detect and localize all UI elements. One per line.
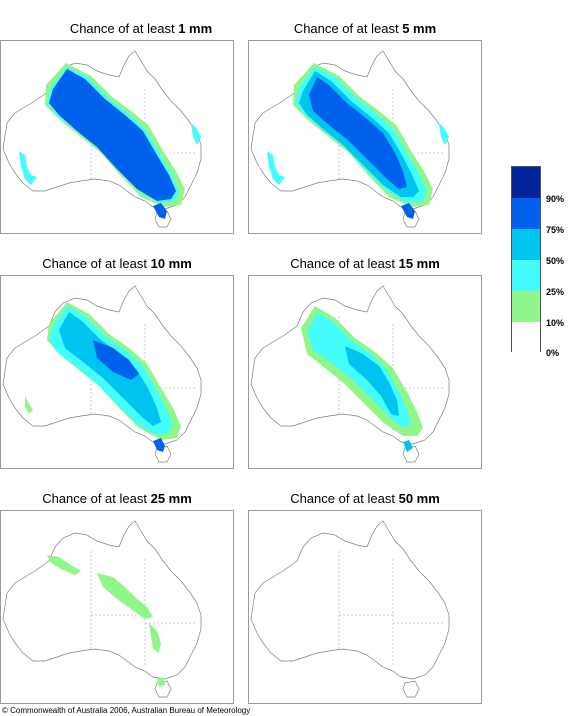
australia-map-25mm [2,520,202,698]
australia-map-5mm [250,50,450,228]
legend-label-0: 0% [546,348,560,358]
map-15mm [248,275,482,469]
probability-legend [511,166,541,353]
title-amount: 15 mm [398,256,440,271]
panel-title-5mm: Chance of at least 5 mm [248,21,482,37]
title-prefix: Chance of at least [290,256,399,271]
title-amount: 25 mm [150,491,192,506]
title-prefix: Chance of at least [293,21,403,36]
title-prefix: Chance of at least [42,256,151,271]
map-50mm [248,510,482,704]
legend-swatch-75-90 [512,198,540,229]
panel-title-50mm: Chance of at least 50 mm [248,491,482,507]
legend-label-75: 75% [546,225,565,235]
title-prefix: Chance of at least [42,491,151,506]
title-amount: 5 mm [402,21,437,36]
map-10mm [0,275,234,469]
title-amount: 50 mm [398,491,440,506]
legend-label-25: 25% [546,287,565,297]
map-5mm [248,40,482,234]
map-25mm [0,510,234,704]
legend-swatch-25-50 [512,260,540,291]
legend-swatch-0-10 [512,322,540,353]
legend-swatch-90-100 [512,167,540,198]
title-amount: 10 mm [150,256,192,271]
panel-title-1mm: Chance of at least 1 mm [24,21,258,37]
legend-swatch-10-25 [512,291,540,322]
australia-map-50mm [250,520,450,698]
australia-map-1mm [2,50,202,228]
legend-label-10: 10% [546,318,565,328]
map-1mm [0,40,234,234]
panel-title-15mm: Chance of at least 15 mm [248,256,482,272]
legend-label-90: 90% [546,194,565,204]
legend-swatch-50-75 [512,229,540,260]
panel-title-10mm: Chance of at least 10 mm [0,256,234,272]
title-prefix: Chance of at least [290,491,399,506]
australia-map-10mm [2,285,202,463]
legend-label-50: 50% [546,256,565,266]
copyright-notice: © Commonwealth of Australia 2006, Austra… [2,706,251,715]
panel-title-25mm: Chance of at least 25 mm [0,491,234,507]
title-amount: 1 mm [178,21,213,36]
title-prefix: Chance of at least [69,21,179,36]
australia-map-15mm [250,285,450,463]
